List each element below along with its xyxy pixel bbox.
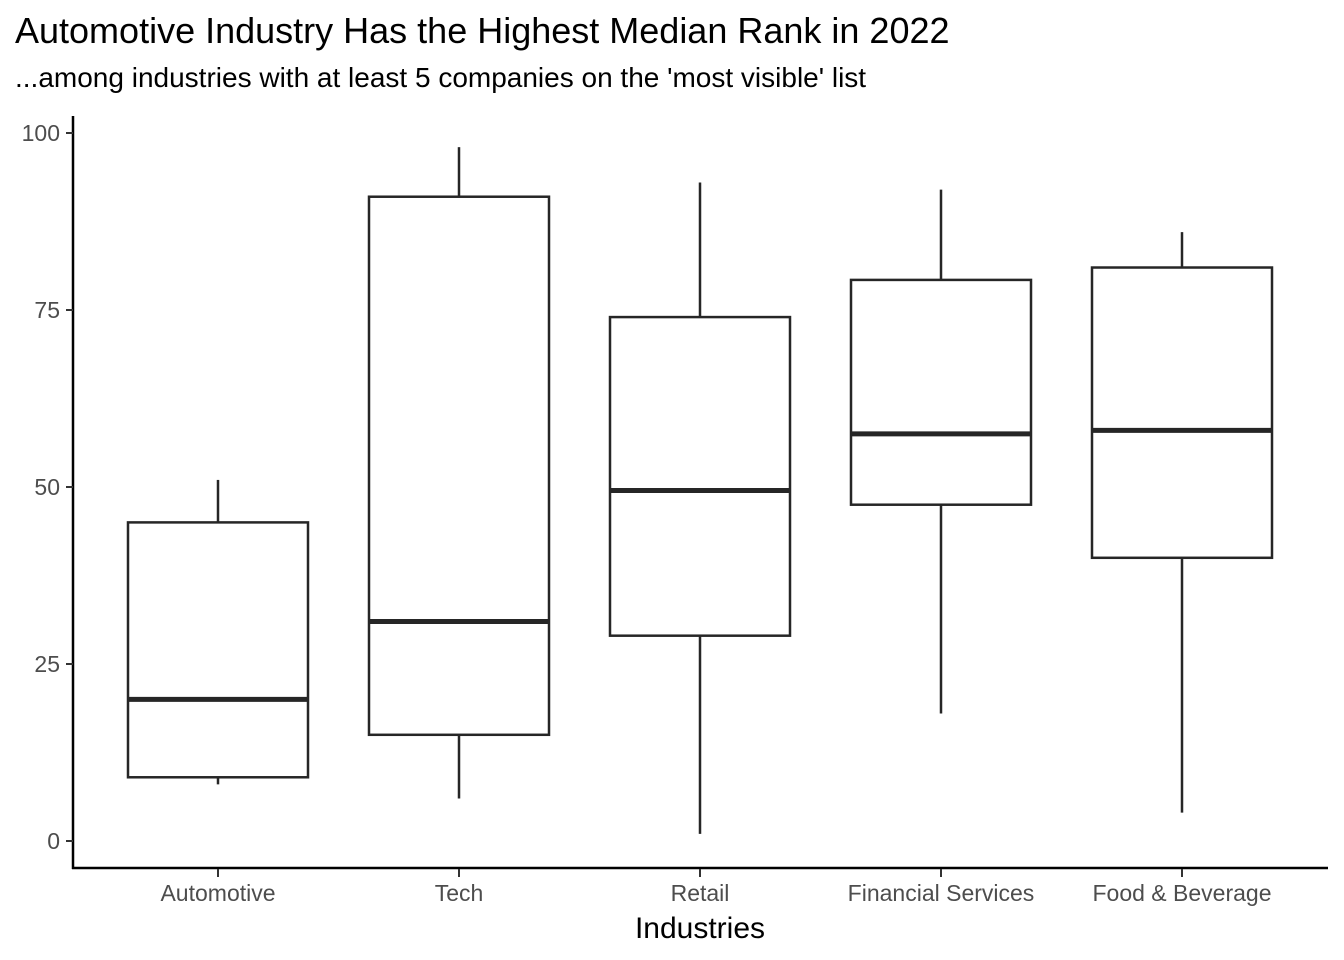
iqr-box	[126, 521, 310, 779]
box-tech	[367, 147, 551, 799]
chart-subtitle: ...among industries with at least 5 comp…	[15, 62, 867, 93]
x-tick-label: Tech	[435, 880, 484, 906]
box-food-beverage	[1090, 232, 1274, 813]
iqr-box	[849, 278, 1033, 506]
y-tick-label: 75	[34, 297, 60, 323]
box-retail	[608, 182, 792, 834]
y-tick-label: 25	[34, 651, 60, 677]
box-automotive	[126, 479, 310, 785]
chart-title: Automotive Industry Has the Highest Medi…	[15, 10, 950, 51]
box-financial-services	[849, 189, 1033, 714]
x-tick-label: Food & Beverage	[1092, 880, 1271, 906]
iqr-box	[608, 315, 792, 637]
y-tick-label: 100	[22, 120, 60, 146]
x-tick-label: Financial Services	[848, 880, 1035, 906]
x-axis-title: Industries	[635, 912, 765, 945]
iqr-box	[367, 195, 551, 737]
x-tick-label: Automotive	[160, 880, 275, 906]
iqr-box	[1090, 266, 1274, 560]
x-tick-label: Retail	[671, 880, 730, 906]
y-tick-label: 0	[47, 828, 60, 854]
y-tick-label: 50	[34, 474, 60, 500]
